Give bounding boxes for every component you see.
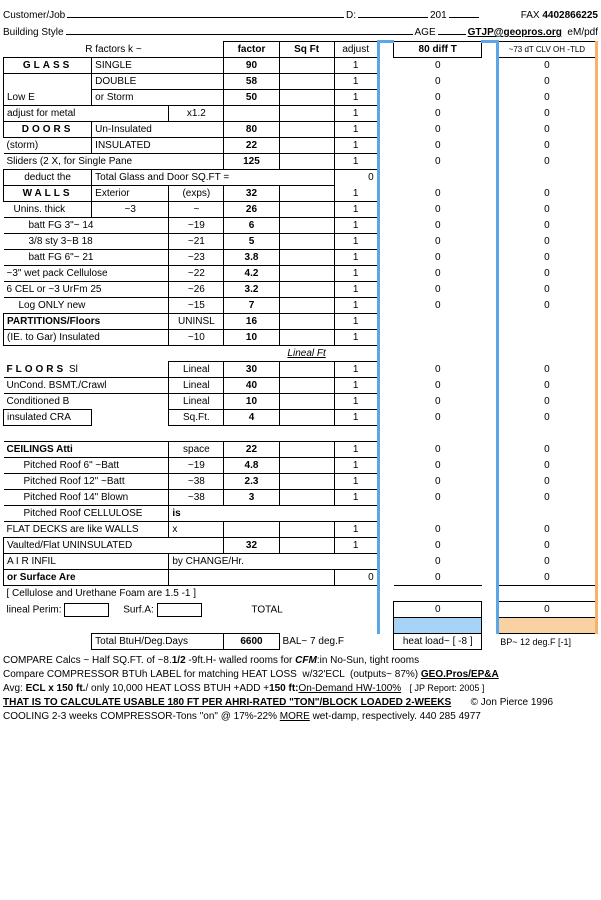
email[interactable]: GTJP@geopros.org bbox=[468, 27, 562, 38]
header-row-2: Building Style AGE GTJP@geopros.org eM/p… bbox=[3, 23, 598, 38]
diff-hdr: 80 diff T bbox=[394, 42, 482, 58]
customer-field[interactable] bbox=[67, 6, 344, 18]
glass-title: GLASS bbox=[4, 58, 92, 74]
col-header-row: R factors k ~ factor Sq Ft adjust 80 dif… bbox=[4, 42, 597, 58]
fax-label: FAX bbox=[521, 10, 540, 21]
d-label: D: bbox=[346, 10, 356, 21]
year-field[interactable] bbox=[449, 6, 479, 18]
blue-highlight bbox=[394, 618, 482, 634]
cellulose-note: [ Cellulose and Urethane Foam are 1.5 -1… bbox=[4, 586, 379, 602]
fax-number: 4402866225 bbox=[542, 10, 598, 21]
age-field[interactable] bbox=[438, 23, 466, 35]
perim-field[interactable] bbox=[64, 603, 109, 617]
sqft-hdr: Sq Ft bbox=[279, 42, 334, 58]
age-label: AGE bbox=[415, 27, 436, 38]
walls-title: WALLS bbox=[4, 186, 92, 202]
rfactors-hdr: R factors k ~ bbox=[4, 42, 224, 58]
header-row-1: Customer/Job D: 201 FAX 4402866225 bbox=[3, 6, 598, 21]
surfa-field[interactable] bbox=[157, 603, 202, 617]
doors-title: DOORS bbox=[4, 122, 92, 138]
orange-highlight bbox=[497, 618, 596, 634]
footer-notes: COMPARE Calcs ~ Half SQ.FT. of ~8.1/2 -9… bbox=[3, 654, 598, 724]
factor-hdr: factor bbox=[224, 42, 279, 58]
building-field[interactable] bbox=[66, 23, 413, 35]
adjust-hdr: adjust bbox=[334, 42, 378, 58]
deg-hdr: ~73 dT CLV OH -TLD bbox=[497, 42, 596, 58]
year-prefix: 201 bbox=[430, 10, 447, 21]
customer-label: Customer/Job bbox=[3, 10, 65, 21]
building-label: Building Style bbox=[3, 27, 64, 38]
d-field[interactable] bbox=[358, 6, 428, 18]
email-format: eM/pdf bbox=[567, 27, 598, 38]
main-table: R factors k ~ factor Sq Ft adjust 80 dif… bbox=[3, 40, 598, 650]
